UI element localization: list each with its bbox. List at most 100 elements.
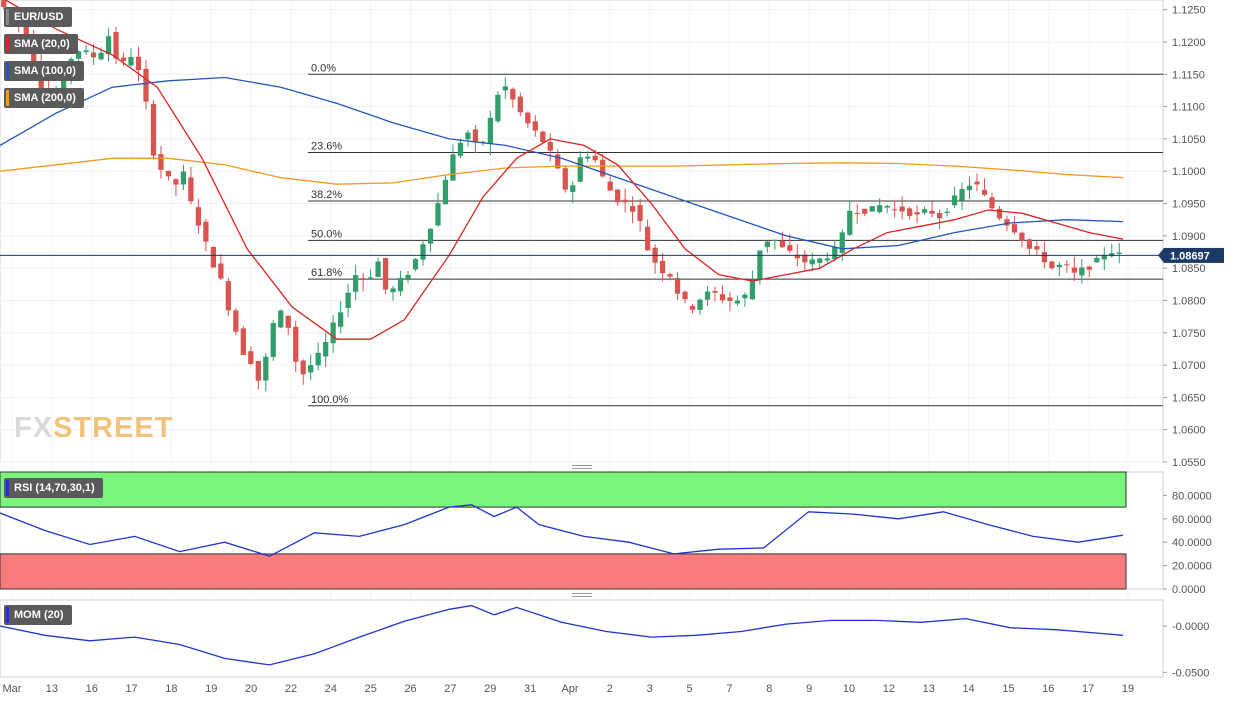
- candle[interactable]: [817, 257, 823, 269]
- candle[interactable]: [585, 151, 591, 163]
- splitter-1[interactable]: [572, 465, 592, 469]
- candle[interactable]: [105, 28, 112, 62]
- candle[interactable]: [263, 352, 269, 392]
- candle[interactable]: [225, 277, 231, 317]
- candle[interactable]: [989, 192, 995, 211]
- candle[interactable]: [367, 269, 374, 280]
- candle[interactable]: [487, 110, 493, 156]
- sma100-legend[interactable]: SMA (100,0): [4, 61, 84, 81]
- candle[interactable]: [255, 360, 261, 390]
- candle[interactable]: [1, 0, 7, 10]
- candle[interactable]: [442, 175, 449, 205]
- candle[interactable]: [150, 100, 157, 160]
- candle[interactable]: [1019, 231, 1025, 248]
- candle[interactable]: [158, 146, 164, 179]
- candle[interactable]: [764, 241, 771, 253]
- candle[interactable]: [667, 272, 673, 281]
- candle[interactable]: [405, 270, 411, 284]
- candle[interactable]: [315, 342, 321, 371]
- candle[interactable]: [1011, 216, 1018, 235]
- candle[interactable]: [233, 307, 239, 336]
- candle[interactable]: [188, 166, 194, 205]
- candle[interactable]: [854, 204, 860, 224]
- candle[interactable]: [412, 258, 419, 272]
- candle[interactable]: [630, 196, 636, 224]
- candle[interactable]: [914, 205, 920, 224]
- candle[interactable]: [375, 257, 381, 278]
- candle[interactable]: [338, 301, 344, 334]
- candle[interactable]: [689, 304, 696, 314]
- candle[interactable]: [540, 130, 546, 144]
- candle[interactable]: [862, 208, 868, 216]
- candle[interactable]: [607, 176, 613, 191]
- candle[interactable]: [203, 219, 209, 252]
- symbol-legend[interactable]: EUR/USD: [4, 7, 72, 27]
- candle[interactable]: [397, 270, 404, 296]
- candle[interactable]: [435, 192, 441, 227]
- candle[interactable]: [270, 319, 276, 362]
- candle[interactable]: [502, 77, 508, 99]
- candle[interactable]: [352, 264, 359, 301]
- candle[interactable]: [278, 309, 284, 329]
- sma200-legend[interactable]: SMA (200,0): [4, 88, 84, 108]
- candle[interactable]: [300, 359, 306, 385]
- candle[interactable]: [974, 173, 980, 192]
- candle[interactable]: [697, 298, 703, 315]
- candle[interactable]: [248, 346, 254, 366]
- candle[interactable]: [682, 290, 688, 304]
- candle[interactable]: [83, 44, 89, 55]
- candle[interactable]: [1094, 254, 1100, 263]
- candle[interactable]: [1079, 258, 1085, 284]
- candle[interactable]: [285, 315, 291, 335]
- candle[interactable]: [532, 115, 538, 137]
- candle[interactable]: [772, 239, 778, 250]
- candle[interactable]: [450, 144, 456, 181]
- candle[interactable]: [517, 92, 523, 117]
- candle[interactable]: [1086, 265, 1092, 278]
- candle[interactable]: [420, 239, 426, 266]
- candle[interactable]: [1101, 247, 1107, 271]
- candle[interactable]: [847, 201, 853, 236]
- candle[interactable]: [457, 138, 464, 159]
- candle[interactable]: [1049, 260, 1055, 270]
- candle[interactable]: [727, 292, 733, 312]
- candle[interactable]: [615, 188, 621, 206]
- candle[interactable]: [90, 43, 97, 65]
- candle[interactable]: [674, 272, 681, 300]
- candle[interactable]: [959, 182, 965, 210]
- candle[interactable]: [143, 60, 149, 110]
- candle[interactable]: [240, 326, 246, 355]
- candle[interactable]: [218, 253, 224, 281]
- candle[interactable]: [712, 286, 718, 302]
- candle[interactable]: [787, 234, 793, 254]
- candle[interactable]: [525, 111, 531, 128]
- candle[interactable]: [899, 196, 905, 220]
- candle[interactable]: [360, 272, 366, 292]
- candle[interactable]: [832, 239, 838, 262]
- candle[interactable]: [330, 315, 336, 353]
- candles[interactable]: [1, 0, 1122, 392]
- candle[interactable]: [1034, 241, 1040, 256]
- sma20-legend[interactable]: SMA (20,0): [4, 34, 78, 54]
- candle[interactable]: [195, 199, 202, 234]
- candle[interactable]: [929, 201, 935, 218]
- candle[interactable]: [382, 257, 389, 295]
- candle[interactable]: [907, 206, 913, 220]
- candle[interactable]: [644, 219, 651, 251]
- candle[interactable]: [996, 206, 1003, 221]
- candle[interactable]: [345, 283, 351, 317]
- candle[interactable]: [839, 229, 845, 262]
- candle[interactable]: [659, 253, 666, 282]
- candle[interactable]: [622, 188, 628, 213]
- candle[interactable]: [802, 250, 808, 272]
- candle[interactable]: [951, 186, 958, 208]
- candle[interactable]: [510, 87, 516, 108]
- candle[interactable]: [884, 204, 890, 214]
- candle[interactable]: [1056, 262, 1062, 277]
- candle[interactable]: [877, 198, 883, 214]
- candle[interactable]: [165, 170, 172, 181]
- candle[interactable]: [465, 129, 471, 147]
- candle[interactable]: [734, 295, 741, 307]
- candle[interactable]: [921, 206, 928, 215]
- candle[interactable]: [210, 246, 216, 268]
